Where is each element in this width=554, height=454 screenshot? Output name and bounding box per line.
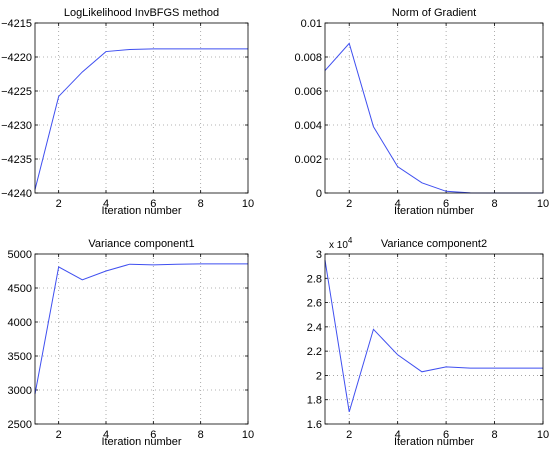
x-tick-label: 4 (395, 198, 401, 210)
y-tick-label: 0.01 (301, 18, 322, 30)
x-tick-label: 2 (56, 198, 62, 210)
y-tick-label: 2.8 (307, 273, 322, 285)
x-tick-label: 2 (56, 429, 62, 441)
y-tick-label: 0.004 (294, 120, 322, 132)
y-tick-label: 4500 (8, 283, 32, 295)
y-tick-label: −4225 (1, 86, 32, 98)
subplot-4: 2 4 6 8 10 1.6 1.8 2 2.2 2.4 2.6 2.8 3 Variance compo… (307, 236, 549, 448)
y-tick-label: 2 (316, 370, 322, 382)
x-tick-label: 6 (443, 429, 449, 441)
chart-title: Variance component2 (381, 238, 487, 250)
axes-frame (34, 253, 249, 425)
axes-frame (34, 22, 249, 194)
y-exponent-label: x 104 (329, 236, 353, 251)
axes-frame (324, 22, 544, 194)
subplot-3: 2 4 6 8 10 2500 3000 3500 4000 4500 5000 Variance c… (8, 238, 255, 448)
y-tick-label: 0 (316, 188, 322, 200)
x-axis-label: Iteration number (394, 436, 474, 448)
plot-area (325, 23, 543, 193)
y-tick-label: −4215 (1, 18, 32, 30)
y-tick-label: 3 (316, 249, 322, 261)
x-tick-label: 8 (198, 198, 204, 210)
chart-title: Variance component1 (88, 238, 194, 250)
x-axis-label: Iteration number (101, 436, 181, 448)
x-tick-label: 8 (491, 198, 497, 210)
plot-area (35, 23, 248, 193)
x-tick-label: 10 (537, 429, 549, 441)
y-exponent-power: 4 (348, 236, 353, 245)
x-tick-label: 8 (491, 429, 497, 441)
x-tick-label: 10 (242, 429, 254, 441)
x-tick-label: 4 (395, 429, 401, 441)
y-tick-label: −4220 (1, 52, 32, 64)
x-tick-label: 6 (150, 429, 156, 441)
x-tick-label: 2 (346, 198, 352, 210)
y-tick-label: 2.2 (307, 346, 322, 358)
x-tick-label: 2 (346, 429, 352, 441)
subplot-2: 2 4 6 8 10 0 0.002 0.004 0.006 0.008 0.01 Norm of G… (294, 7, 549, 217)
x-tick-label: 8 (198, 429, 204, 441)
x-tick-label: 6 (150, 198, 156, 210)
y-tick-label: 2.6 (307, 298, 322, 310)
x-tick-label: 10 (242, 198, 254, 210)
x-axis-label: Iteration number (101, 205, 181, 217)
axes-frame (324, 253, 544, 425)
y-exponent-base: x 10 (329, 240, 348, 251)
y-tick-label: 2.4 (307, 322, 322, 334)
plot-area (325, 254, 543, 424)
y-tick-label: 1.8 (307, 395, 322, 407)
series-line (34, 263, 248, 395)
y-tick-label: 0.002 (294, 154, 322, 166)
x-tick-label: 4 (103, 198, 109, 210)
y-tick-label: 5000 (8, 249, 32, 261)
plot-area (35, 254, 248, 424)
y-tick-label: −4230 (1, 120, 32, 132)
y-tick-label: 2500 (8, 419, 32, 431)
y-tick-label: 1.6 (307, 419, 322, 431)
y-tick-label: 3000 (8, 385, 32, 397)
y-tick-label: 3500 (8, 351, 32, 363)
series-line (34, 48, 248, 190)
y-tick-label: −4235 (1, 154, 32, 166)
subplot-1: 2 4 6 8 10 −4240 −4235 −4230 −4225 −4220 −4215 LogL… (1, 7, 254, 217)
y-tick-label: 4000 (8, 317, 32, 329)
chart-title: LogLikelihood InvBFGS method (64, 7, 219, 19)
y-tick-label: 0.006 (294, 86, 322, 98)
y-tick-label: 0.008 (294, 52, 322, 64)
x-axis-label: Iteration number (394, 205, 474, 217)
chart-title: Norm of Gradient (392, 7, 476, 19)
x-tick-label: 6 (443, 198, 449, 210)
y-tick-label: −4240 (1, 188, 32, 200)
x-tick-label: 4 (103, 429, 109, 441)
x-tick-label: 10 (537, 198, 549, 210)
series-line (324, 259, 543, 413)
